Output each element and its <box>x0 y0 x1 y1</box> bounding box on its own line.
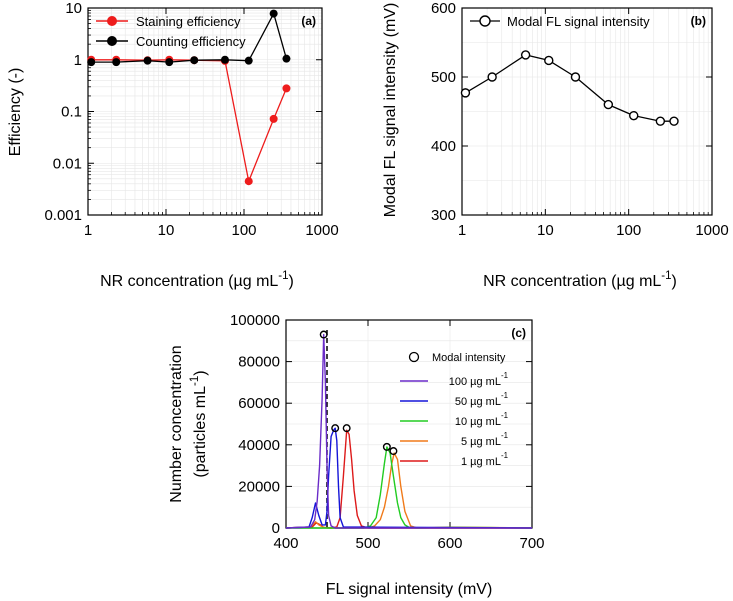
chart-b-modal-point <box>669 116 679 126</box>
chart-b-xlabel: NR concentration (µg mL-1) <box>483 270 677 290</box>
chart-a-legend-staining-label: Staining efficiency <box>136 14 241 29</box>
chart-a-counting-point <box>143 56 152 65</box>
chart-a-ytick-label: 0.001 <box>44 207 82 224</box>
chart-a-xtick-label: 1000 <box>305 222 338 239</box>
chart-a-ylabel: Efficiency (-) <box>7 68 24 157</box>
chart-a-ytick-label: 0.1 <box>61 104 82 121</box>
chart-b-plot-frame <box>461 7 713 216</box>
chart-a-staining-point <box>244 177 253 186</box>
chart-b-modal-point <box>629 110 639 121</box>
chart-a-counting-point <box>87 58 96 67</box>
chart-b-modal-point <box>487 72 497 82</box>
chart-a-xtick-label: 10 <box>158 222 175 239</box>
chart-a-ytick-label: 10 <box>65 0 82 17</box>
chart-b-ytick-label: 400 <box>431 138 456 155</box>
chart-b-modal-point <box>460 88 471 98</box>
chart-a-ytick-label: 1 <box>74 52 82 69</box>
chart-c-ytick-label: 40000 <box>238 437 280 454</box>
chart-b-xtick-label: 1 <box>458 222 466 239</box>
chart-c-legend-50-label: 50 µg mL-1 <box>455 391 509 408</box>
chart-c-modal-point <box>331 424 340 433</box>
chart-b-ylabel: Modal FL signal intensity (mV) <box>382 3 399 218</box>
chart-c-legend-1-label: 1 µg mL-1 <box>461 451 509 468</box>
chart-a-xtick-label: 1 <box>84 222 92 239</box>
chart-a-counting-point <box>190 56 199 65</box>
chart-a-panel-label: (a) <box>301 14 316 28</box>
chart-b: 1 10 100 1000 300 400 500 600 (b) Modal FL signal… <box>382 0 729 290</box>
chart-b-ytick-label: 300 <box>431 207 456 224</box>
chart-b-ytick-label: 500 <box>431 69 456 86</box>
chart-c-ylabel-line2: (particles mL-1) <box>189 370 209 477</box>
chart-b-modal-point <box>603 99 614 110</box>
chart-c-xlabel: FL signal intensity (mV) <box>326 581 493 598</box>
chart-b-xtick-label: 100 <box>616 222 641 239</box>
chart-c-ytick-label: 20000 <box>238 478 280 495</box>
chart-c-ytick-label: 0 <box>272 520 280 537</box>
chart-c-ytick-label: 80000 <box>238 354 280 371</box>
chart-a-ytick-label: 0.01 <box>53 155 82 172</box>
chart-a-counting-point <box>282 54 291 63</box>
chart-c: 400 500 600 700 0 20000 40000 60000 80000 100000 (… <box>168 312 545 598</box>
chart-c-legend-5-label: 5 µg mL-1 <box>461 431 509 448</box>
chart-c-legend-modal-marker <box>408 351 420 363</box>
chart-c-xtick-label: 600 <box>437 535 462 552</box>
chart-a-counting-point <box>269 9 278 18</box>
chart-c-ytick-label: 60000 <box>238 395 280 412</box>
chart-b-modal-point <box>520 50 531 60</box>
chart-b-xtick-label: 1000 <box>695 222 728 239</box>
chart-c-panel-label: (c) <box>511 326 526 340</box>
chart-a-legend-staining-marker <box>107 16 117 26</box>
chart-b-modal-point <box>655 116 666 126</box>
chart-c-modal-point <box>382 442 391 451</box>
chart-c-legend-modal-label: Modal intensity <box>432 352 506 364</box>
chart-b-panel-label: (b) <box>691 14 706 28</box>
chart-b-legend-label: Modal FL signal intensity <box>507 14 650 29</box>
chart-a-legend-counting-label: Counting efficiency <box>136 34 246 49</box>
chart-a-counting-point <box>165 58 174 67</box>
chart-c-modal-point <box>319 330 328 339</box>
chart-a-xlabel: NR concentration (µg mL-1) <box>100 270 294 290</box>
chart-a: 1 10 100 1000 0.001 0.01 0.1 1 10 (a) Staining eff… <box>7 0 339 290</box>
chart-a-counting-point <box>112 58 121 67</box>
chart-a-legend-counting-marker <box>107 36 117 46</box>
chart-b-modal-point <box>544 55 554 66</box>
chart-c-xtick-label: 500 <box>355 535 380 552</box>
chart-a-xtick-label: 100 <box>231 222 256 239</box>
chart-b-modal-point <box>570 72 581 82</box>
chart-b-xtick-label: 10 <box>537 222 554 239</box>
chart-c-series-50-line <box>285 427 533 529</box>
chart-c-xtick-label: 400 <box>273 535 298 552</box>
chart-b-ytick-label: 600 <box>431 0 456 17</box>
chart-c-ytick-label: 100000 <box>230 312 280 329</box>
chart-c-legend-10-label: 10 µg mL-1 <box>455 411 509 428</box>
chart-c-series-100-line <box>285 333 532 529</box>
chart-a-staining-point <box>282 84 291 93</box>
chart-b-legend-marker <box>479 15 491 27</box>
chart-a-staining-point <box>269 114 278 123</box>
chart-c-ylabel-line1: Number concentration <box>168 345 185 502</box>
chart-a-counting-point <box>244 56 253 65</box>
chart-c-xtick-label: 700 <box>519 535 544 552</box>
chart-a-counting-point <box>220 55 229 64</box>
chart-c-modal-point <box>342 424 351 433</box>
chart-c-modal-point <box>389 447 398 456</box>
chart-c-legend-100-label: 100 µg mL-1 <box>449 371 509 388</box>
